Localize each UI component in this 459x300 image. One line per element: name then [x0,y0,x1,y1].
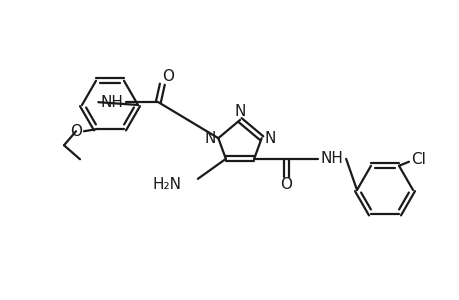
Text: N: N [204,131,216,146]
Text: Cl: Cl [411,152,425,167]
Text: O: O [162,69,174,84]
Text: O: O [280,177,291,192]
Text: NH: NH [320,152,343,166]
Text: N: N [264,131,276,146]
Text: H₂N: H₂N [152,177,181,192]
Text: N: N [234,103,245,118]
Text: NH: NH [101,95,123,110]
Text: O: O [70,124,82,139]
